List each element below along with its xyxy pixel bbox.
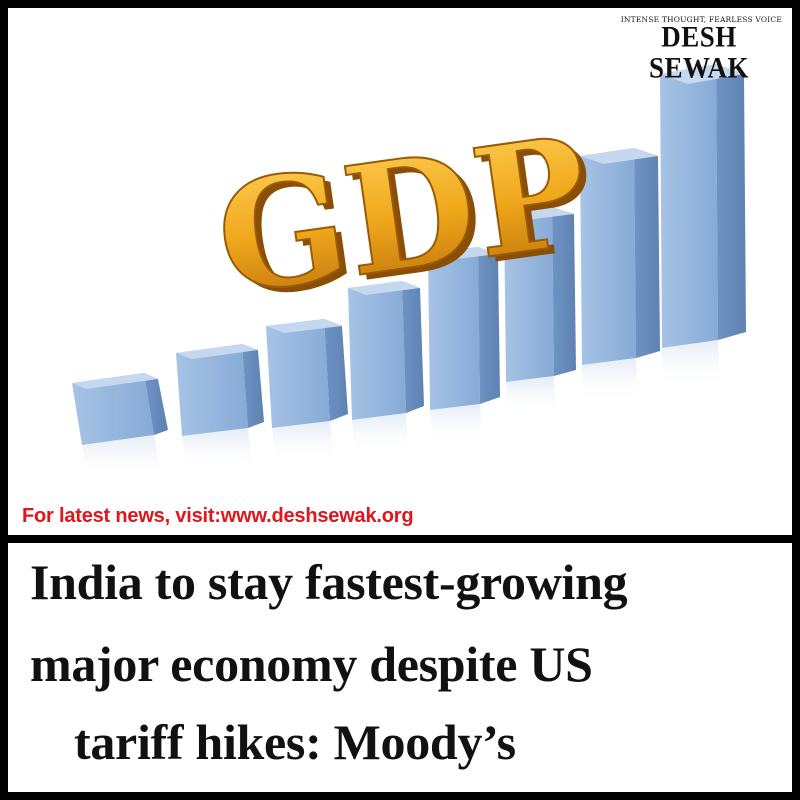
bar-5 [428,247,500,444]
desh-sewak-masthead: INTENSE THOUGHT, FEARLESS VOICE DESH SEW… [610,12,788,83]
masthead-tagline: INTENSE THOUGHT, FEARLESS VOICE [620,15,782,24]
gdp-word: GDP [207,103,599,329]
gdp-letters: GDP GDP [206,102,606,334]
bar-6 [504,207,576,418]
headline-line-1: India to stay fastest-growing [30,554,628,610]
masthead-brand: DESH SEWAK [648,20,750,84]
bar-2 [176,344,264,471]
bar-4 [348,281,424,455]
bar-8 [660,64,746,388]
headline-line-2: major economy despite US [30,636,593,692]
headline-line-3: tariff hikes: Moody’s [74,714,516,770]
gdp-image-panel: GDP GDP INTENSE THOUGHT, FEARLESS VOICE … [8,8,792,535]
promo-link-text[interactable]: For latest news, visit:www.deshsewak.org [22,505,414,527]
gdp-bar-illustration: GDP GDP [72,64,746,480]
bar-3 [266,319,348,463]
headline-panel: India to stay fastest-growing major econ… [8,543,792,792]
bar-1 [72,373,168,480]
bar-7 [580,148,660,403]
